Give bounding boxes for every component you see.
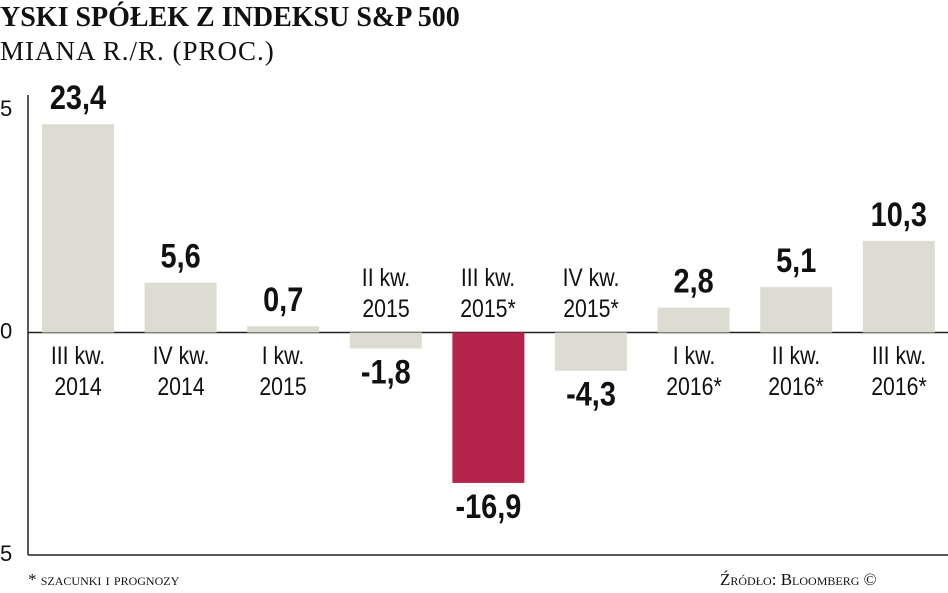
y-tick-label: 0	[0, 318, 12, 343]
x-tick-label: III kw. 2015*	[460, 263, 517, 323]
value-label: 5,6	[161, 236, 201, 275]
y-tick-label: 5	[0, 96, 12, 121]
bar	[760, 287, 833, 333]
bar	[862, 240, 935, 333]
x-tick-label: II kw. 2016*	[768, 341, 824, 401]
value-label: -4,3	[566, 374, 616, 413]
chart-subtitle: MIANA R./R. (PROC.)	[0, 36, 275, 66]
bar	[452, 332, 525, 483]
value-label: 10,3	[871, 195, 927, 234]
x-tick-label: I kw. 2016*	[665, 341, 722, 401]
x-tick-label: III kw. 2014	[50, 341, 106, 401]
y-tick-label: 5	[0, 541, 12, 566]
value-label: 23,4	[50, 78, 107, 117]
x-tick-label: III kw. 2016*	[871, 341, 927, 401]
bar	[657, 307, 730, 333]
value-label: 2,8	[674, 261, 714, 300]
value-label: 5,1	[776, 241, 816, 280]
x-tick-label: IV kw. 2014	[152, 341, 209, 401]
bar	[42, 124, 114, 333]
value-label: 0,7	[263, 280, 303, 319]
value-label: -1,8	[361, 352, 411, 391]
source: Źródło: Bloomberg ©	[720, 570, 877, 589]
x-tick-label: II kw. 2015	[361, 263, 411, 323]
x-tick-label: I kw. 2015	[259, 341, 307, 401]
value-label: -16,9	[455, 487, 521, 526]
bar	[144, 282, 217, 333]
bar	[247, 326, 320, 333]
x-tick-label: IV kw. 2015*	[562, 263, 620, 323]
chart-title: YSKI SPÓŁEK Z INDEKSU S&P 500	[0, 2, 460, 33]
bar	[555, 332, 627, 371]
bar	[349, 332, 422, 349]
footnote: * szacunki i prognozy	[28, 570, 180, 589]
